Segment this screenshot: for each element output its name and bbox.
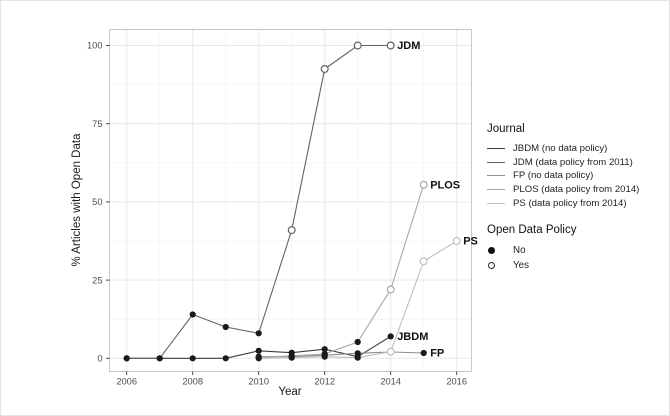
legend-line-key-jbdm — [487, 148, 508, 150]
series-end-label-fp: FP — [430, 348, 444, 360]
x-tick-label: 2010 — [248, 377, 269, 387]
legend-policy-title: Open Data Policy — [487, 223, 577, 236]
legend-line-swatch — [487, 148, 505, 150]
point-jbdm-2009 — [222, 355, 229, 362]
point-jbdm-2012 — [321, 346, 328, 353]
x-tick-label: 2012 — [314, 377, 335, 387]
point-jdm-2009 — [222, 323, 229, 331]
legend: Journal JBDM (no data policy) JDM (data p… — [487, 123, 667, 273]
y-tick-label: 100 — [87, 41, 103, 51]
legend-line-swatch — [487, 189, 505, 191]
legend-item-jdm: JDM (data policy from 2011) — [487, 156, 667, 170]
legend-line-key-jdm — [487, 161, 508, 163]
x-tick-label: 2008 — [182, 377, 203, 387]
open-circle — [488, 261, 495, 269]
legend-journal-items: JBDM (no data policy) JDM (data policy fr… — [487, 142, 667, 210]
legend-line-swatch — [487, 175, 505, 177]
point-jdm-2006 — [123, 355, 130, 362]
legend-policy-item-yes: Yes — [487, 258, 667, 273]
point-jdm-2013 — [353, 41, 362, 50]
x-tick-label: 2016 — [446, 377, 467, 387]
point-ps-2011 — [288, 354, 295, 361]
legend-line-key-plos — [487, 189, 508, 191]
legend-line-key-fp — [487, 175, 508, 177]
point-jdm-2007 — [156, 355, 163, 362]
point-jbdm-2008 — [189, 355, 196, 362]
filled-circle-icon — [487, 246, 508, 254]
open-circle-icon — [487, 261, 508, 269]
y-tick-label: 25 — [92, 275, 102, 285]
point-jdm-2014 — [386, 41, 395, 50]
y-tick-label: 0 — [97, 354, 102, 364]
x-tick-label: 2014 — [380, 377, 401, 387]
point-jdm-2010 — [255, 330, 262, 337]
point-jbdm-2014 — [387, 333, 394, 340]
y-axis-title: % Articles with Open Data — [71, 133, 83, 267]
point-jdm-2008 — [189, 311, 196, 318]
point-ps-2013 — [354, 354, 361, 361]
legend-item-fp: FP (no data policy) — [487, 169, 667, 183]
series-end-label-jdm: JDM — [397, 40, 420, 52]
y-tick-label: 50 — [92, 197, 102, 207]
point-jbdm-2010 — [255, 347, 262, 354]
point-ps-2016 — [452, 237, 461, 246]
point-fp-2013 — [354, 350, 361, 357]
legend-item-label: PLOS (data policy from 2014) — [513, 184, 640, 196]
panel-background — [109, 29, 472, 372]
point-plos-2013 — [354, 338, 361, 346]
legend-item-label: JDM (data policy from 2011) — [513, 156, 633, 168]
legend-line-swatch — [487, 161, 505, 163]
point-plos-2014 — [386, 285, 395, 294]
point-ps-2015 — [419, 257, 428, 266]
x-axis-title: Year — [278, 386, 302, 398]
legend-policy-label: No — [513, 244, 526, 256]
legend-journal-title: Journal — [487, 123, 525, 135]
legend-policy-item-no: No — [487, 243, 667, 258]
point-fp-2015 — [420, 349, 427, 357]
legend-item-ps: PS (data policy from 2014) — [487, 196, 667, 210]
point-ps-2012 — [321, 353, 328, 360]
legend-policy-items: No Yes — [487, 243, 667, 273]
legend-item-plos: PLOS (data policy from 2014) — [487, 183, 667, 197]
point-jdm-2012 — [320, 64, 329, 73]
point-plos-2015 — [419, 180, 428, 189]
series-line-plos — [258, 184, 425, 358]
point-ps-2014 — [386, 347, 395, 356]
series-end-label-plos: PLOS — [430, 179, 460, 191]
legend-policy-label: Yes — [513, 259, 529, 271]
x-tick-label: 2006 — [116, 377, 137, 387]
series-line-fp — [258, 351, 424, 358]
point-ps-2010 — [255, 355, 262, 362]
legend-line-swatch — [487, 202, 505, 204]
legend-line-key-ps — [487, 202, 508, 204]
panel-border — [109, 29, 472, 372]
legend-item-label: JBDM (no data policy) — [513, 143, 608, 155]
series-end-label-jbdm: JBDM — [397, 331, 428, 343]
point-jdm-2011 — [287, 226, 296, 235]
legend-item-label: FP (no data policy) — [513, 170, 594, 182]
legend-item-jbdm: JBDM (no data policy) — [487, 142, 667, 156]
y-tick-label: 75 — [92, 119, 102, 129]
legend-item-label: PS (data policy from 2014) — [513, 197, 627, 209]
series-end-label-ps: PS — [463, 236, 478, 248]
filled-circle — [488, 246, 495, 254]
